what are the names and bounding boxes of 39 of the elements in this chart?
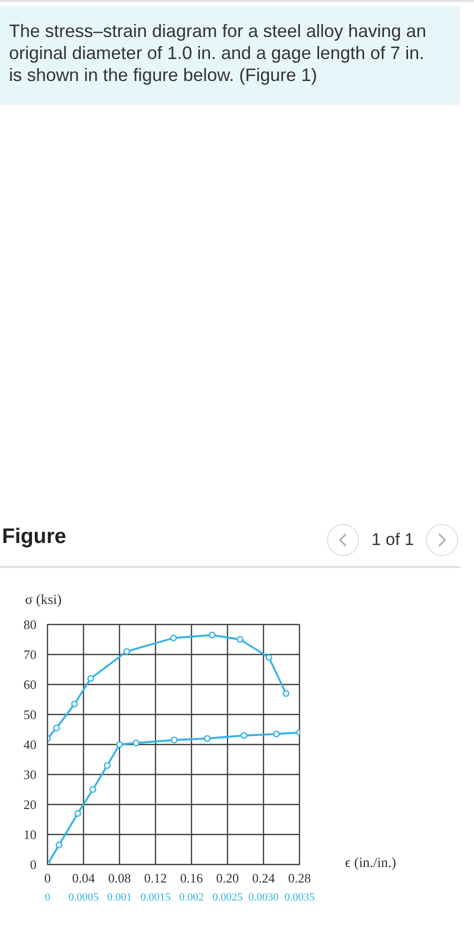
x-tick-label: 0.16 <box>180 870 204 886</box>
point <box>266 654 272 661</box>
x2-tick-label: 0.0025 <box>212 892 244 904</box>
x2-tick-label: 0.002 <box>179 892 204 904</box>
y-tick-label: 40 <box>24 737 36 752</box>
y-tick-label: 70 <box>24 647 36 662</box>
point <box>87 675 94 682</box>
point <box>236 636 244 643</box>
x-tick-label: 0 <box>44 870 51 886</box>
point <box>282 690 290 697</box>
point <box>123 648 130 655</box>
x-tick-label: 0.12 <box>144 870 167 886</box>
point <box>170 634 177 642</box>
y-tick-label: 0 <box>30 857 36 872</box>
point <box>208 632 216 638</box>
x-tick-label: 0.24 <box>252 870 276 886</box>
chart-subtitle: Figure <box>2 524 66 550</box>
y-tick-label: 60 <box>24 677 36 692</box>
x2-tick-label: 0.0015 <box>140 892 172 904</box>
text: 1 of 1 <box>371 528 414 551</box>
x-tick-label: 0.08 <box>108 870 131 886</box>
x-axis-title: ϵ (in./in.) <box>345 855 396 873</box>
x-tick-label: 0.04 <box>72 870 96 886</box>
x2-tick-label: 0.001 <box>107 892 132 904</box>
y-tick-label: 50 <box>24 707 36 722</box>
y-tick-label: 30 <box>24 767 36 782</box>
x-tick-label: 0.28 <box>288 870 311 886</box>
y-tick-label: 10 <box>24 827 36 842</box>
x2-tick-label: 0.0035 <box>284 892 316 904</box>
point <box>53 724 60 732</box>
x2-tick-label: 0.0030 <box>248 892 280 904</box>
x-tick-label: 0.20 <box>216 870 239 886</box>
point <box>71 700 78 708</box>
x2-tick-label: 0 <box>44 892 51 904</box>
x2-tick-label: 0.0005 <box>68 892 100 904</box>
y-tick-label: 20 <box>24 797 36 812</box>
y-axis-title: σ (ksi) <box>25 592 62 610</box>
chart-title: The stress–strain diagram for a steel alloy having an original diameter of 1.0 in. and a gage length of 7 in. is shown in the figure below. (Figure 1) <box>9 20 428 86</box>
y-tick-label: 80 <box>24 617 36 632</box>
